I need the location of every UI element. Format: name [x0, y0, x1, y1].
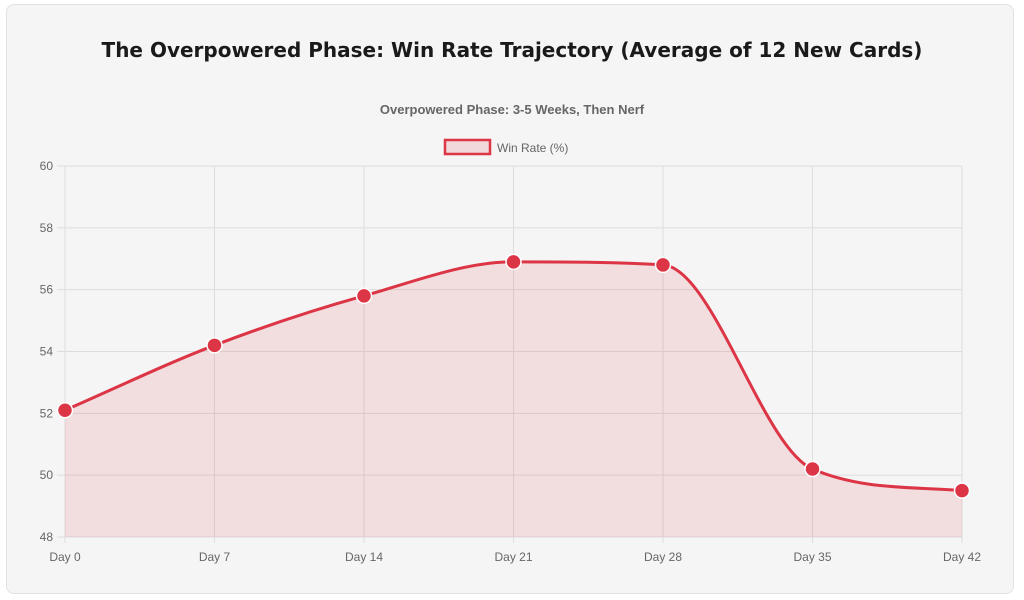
y-axis: 48 50 52 54 56 58 60	[40, 159, 54, 544]
y-tick-label: 60	[40, 159, 54, 173]
y-tick-label: 48	[40, 530, 54, 544]
grid	[57, 165, 963, 543]
data-point	[206, 337, 223, 354]
x-tick-label: Day 0	[49, 550, 81, 564]
y-tick-label: 56	[40, 283, 54, 297]
data-point	[56, 401, 74, 419]
x-tick-label: Day 28	[644, 550, 682, 564]
y-tick-label: 54	[40, 345, 54, 359]
chart-title: Overpowered Phase: 3-5 Weeks, Then Nerf	[380, 102, 645, 117]
chart-card	[6, 4, 1014, 594]
x-tick-label: Day 35	[793, 550, 831, 564]
y-tick-label: 52	[40, 406, 54, 420]
legend-swatch	[443, 138, 492, 156]
x-tick-label: Day 14	[345, 550, 383, 564]
y-tick-label: 50	[40, 468, 54, 482]
series-area	[65, 261, 962, 537]
page-title: The Overpowered Phase: Win Rate Trajecto…	[101, 38, 923, 62]
x-tick-label: Day 21	[494, 550, 532, 564]
data-point	[355, 287, 373, 305]
data-point	[953, 482, 971, 499]
data-point	[804, 460, 821, 478]
data-point	[505, 253, 522, 271]
x-tick-label: Day 42	[943, 550, 981, 564]
legend-label: Win Rate (%)	[497, 141, 568, 155]
legend[interactable]: Win Rate (%)	[443, 138, 568, 156]
series-points	[56, 253, 971, 499]
x-axis: Day 0 Day 7 Day 14 Day 21 Day 28 Day 35 Day 42	[49, 550, 981, 564]
data-point	[654, 256, 672, 274]
y-tick-label: 58	[40, 221, 54, 235]
x-tick-label: Day 7	[199, 550, 231, 564]
